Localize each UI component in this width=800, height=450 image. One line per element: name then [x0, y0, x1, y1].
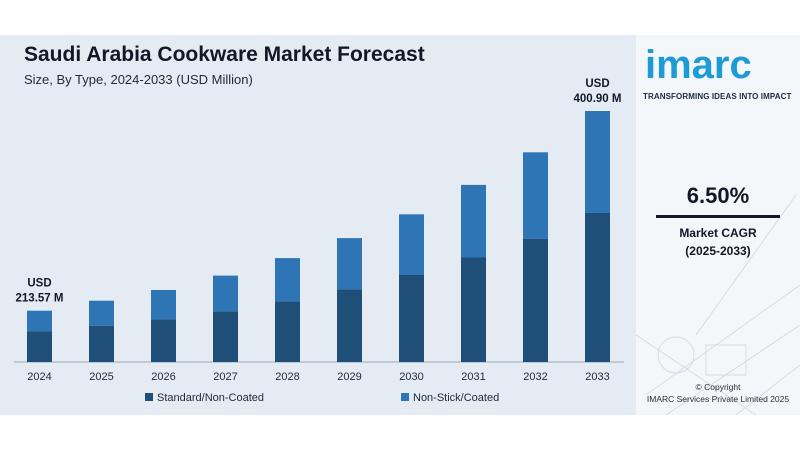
x-tick-2033: 2033	[585, 371, 609, 383]
bar-2029-standard	[337, 289, 362, 362]
bar-2030-nonstick	[399, 214, 424, 275]
x-tick-2027: 2027	[213, 371, 237, 383]
x-tick-2024: 2024	[27, 371, 51, 383]
cagr-value: 6.50%	[686, 183, 750, 208]
bar-2031-standard	[461, 257, 486, 362]
bar-2027-nonstick	[213, 275, 238, 312]
data-label-2033-line1: USD	[585, 78, 609, 90]
bar-2033-standard	[585, 213, 610, 362]
x-tick-2029: 2029	[337, 371, 361, 383]
bar-2024-nonstick	[27, 310, 52, 332]
cagr-label: Market CAGR	[679, 226, 757, 240]
data-label-2033-line2: 400.90 M	[574, 93, 622, 105]
x-tick-2031: 2031	[461, 371, 485, 383]
x-tick-2030: 2030	[399, 371, 423, 383]
bar-2029-nonstick	[337, 238, 362, 290]
legend-swatch-nonstick	[401, 393, 409, 401]
bar-2032-nonstick	[523, 152, 548, 239]
decorative-background	[636, 194, 800, 415]
x-tick-2026: 2026	[151, 371, 175, 383]
x-tick-labels: 2024 2025 2026 2027 2028 2029 2030 2031 2032 2033	[27, 371, 609, 383]
data-label-2024-line2: 213.57 M	[16, 293, 64, 305]
copyright-line-2: IMARC Services Private Limited 2025	[646, 394, 790, 404]
legend-label-nonstick: Non-Stick/Coated	[413, 392, 499, 404]
brand-sidebar	[636, 35, 800, 415]
cagr-period: (2025-2033)	[685, 244, 751, 258]
bars-group	[27, 111, 610, 362]
copyright-line-1: © Copyright	[695, 382, 741, 392]
brand-tagline: TRANSFORMING IDEAS INTO IMPACT	[643, 92, 792, 101]
x-tick-2028: 2028	[275, 371, 299, 383]
imarc-logo: imarc	[645, 45, 752, 85]
bar-2025-standard	[89, 325, 114, 362]
x-tick-2025: 2025	[89, 371, 113, 383]
data-labels: USD 213.57 M USD 400.90 M	[16, 78, 622, 305]
legend-swatch-standard	[145, 393, 153, 401]
logo-wordmark: imarc	[645, 45, 752, 85]
bar-2033-nonstick	[585, 111, 610, 213]
stacked-bar-chart: 2024 2025 2026 2027 2028 2029 2030 2031 2032 2033…	[14, 78, 624, 404]
legend-label-standard: Standard/Non-Coated	[157, 392, 264, 404]
chart-subtitle: Size, By Type, 2024-2033 (USD Million)	[24, 72, 253, 87]
bar-2032-standard	[523, 238, 548, 362]
bar-2031-nonstick	[461, 184, 486, 258]
bar-2026-standard	[151, 319, 176, 362]
bar-2027-standard	[213, 311, 238, 362]
bar-2028-standard	[275, 301, 300, 362]
bar-2030-standard	[399, 275, 424, 362]
legend: Standard/Non-Coated Non-Stick/Coated	[145, 392, 499, 404]
data-label-2024-line1: USD	[27, 278, 51, 290]
bar-2026-nonstick	[151, 290, 176, 320]
bar-2025-nonstick	[89, 300, 114, 326]
bar-2024-standard	[27, 331, 52, 362]
x-tick-2032: 2032	[523, 371, 547, 383]
cagr-divider	[656, 215, 780, 218]
bar-2028-nonstick	[275, 258, 300, 302]
chart-title: Saudi Arabia Cookware Market Forecast	[24, 43, 425, 66]
